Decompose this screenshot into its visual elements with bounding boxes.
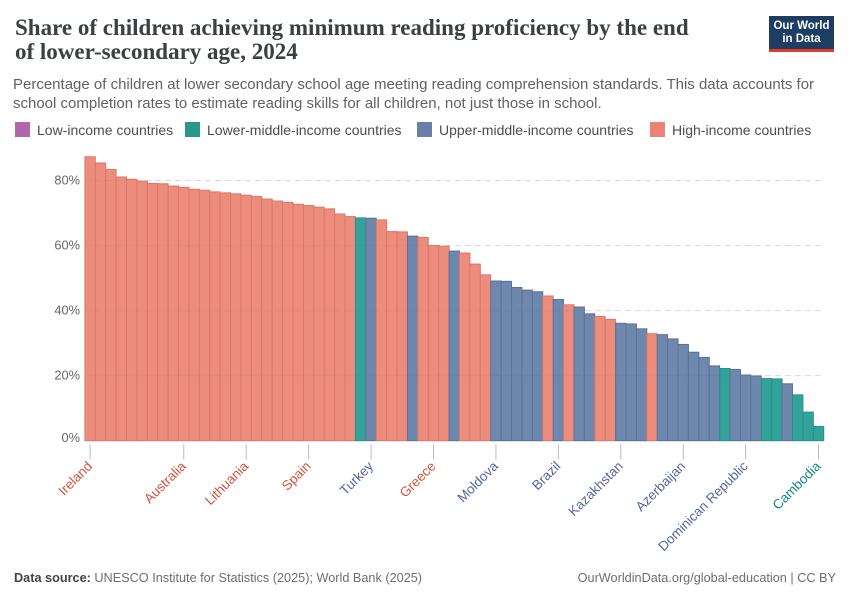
svg-text:Spain: Spain bbox=[279, 459, 314, 494]
svg-text:80%: 80% bbox=[54, 173, 80, 188]
svg-text:Turkey: Turkey bbox=[337, 458, 377, 498]
svg-text:Brazil: Brazil bbox=[529, 459, 563, 493]
svg-text:Cambodia: Cambodia bbox=[770, 458, 824, 512]
svg-text:60%: 60% bbox=[54, 238, 80, 253]
svg-text:40%: 40% bbox=[54, 303, 80, 318]
svg-text:Greece: Greece bbox=[397, 459, 439, 501]
svg-text:Moldova: Moldova bbox=[454, 458, 501, 505]
svg-text:Ireland: Ireland bbox=[55, 459, 95, 499]
svg-text:Azerbaijan: Azerbaijan bbox=[633, 459, 689, 515]
svg-text:Kazakhstan: Kazakhstan bbox=[565, 459, 625, 519]
svg-text:20%: 20% bbox=[54, 368, 80, 383]
svg-text:0%: 0% bbox=[62, 430, 81, 445]
svg-text:Lithuania: Lithuania bbox=[202, 458, 252, 508]
svg-text:Australia: Australia bbox=[141, 458, 189, 506]
